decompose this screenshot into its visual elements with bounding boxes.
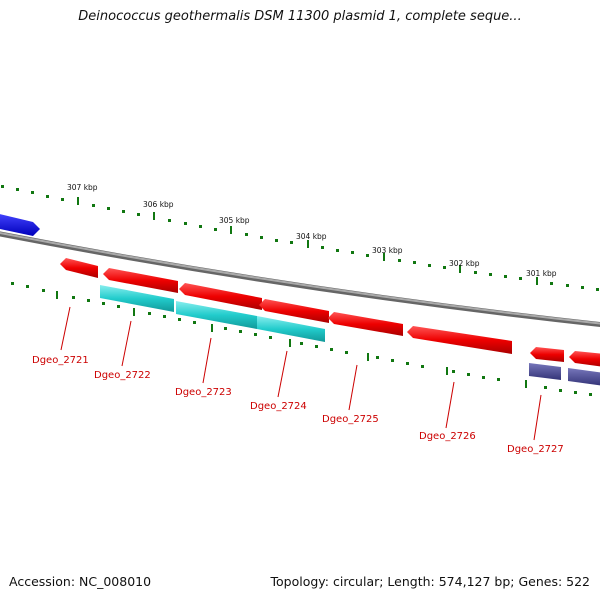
red-gene-features: [60, 258, 600, 367]
inner-major-ticks: [56, 291, 527, 388]
inner-dots: [11, 282, 592, 396]
kbp-label-301: 301 kbp: [526, 269, 557, 278]
gene-arrow-dgeo-2722[interactable]: [103, 268, 178, 293]
outer-scale-track: 307 kbp 306 kbp 305 kbp 304 kbp 303 kbp …: [1, 183, 599, 291]
cds-feature-dgeo-2724[interactable]: [257, 316, 325, 342]
cds-feature-dgeo-2727[interactable]: [529, 363, 561, 380]
gene-arrow-dgeo-2724[interactable]: [259, 299, 329, 323]
kbp-label-305: 305 kbp: [219, 216, 250, 225]
gene-arrow-dgeo-2726[interactable]: [407, 326, 512, 354]
gene-label-dgeo-2724[interactable]: Dgeo_2724: [250, 401, 307, 412]
kbp-label-307: 307 kbp: [67, 183, 98, 192]
gene-arrow-dgeo-2721[interactable]: [60, 258, 98, 278]
gene-arrow-next[interactable]: [569, 351, 600, 367]
label-leader-lines: [60, 306, 542, 441]
outer-dots: [1, 185, 599, 291]
gene-label-dgeo-2727[interactable]: Dgeo_2727: [507, 444, 564, 455]
kbp-label-303: 303 kbp: [372, 246, 403, 255]
gene-label-dgeo-2721[interactable]: Dgeo_2721: [32, 355, 89, 366]
gene-arrow-dgeo-2723[interactable]: [179, 283, 262, 310]
cds-feature-next[interactable]: [568, 368, 600, 386]
map-title: Deinococcus geothermalis DSM 11300 plasm…: [78, 9, 522, 24]
kbp-labels: 307 kbp 306 kbp 305 kbp 304 kbp 303 kbp …: [67, 183, 557, 278]
gene-label-dgeo-2726[interactable]: Dgeo_2726: [419, 431, 476, 442]
gene-label-dgeo-2723[interactable]: Dgeo_2723: [175, 387, 232, 398]
gene-label-dgeo-2722[interactable]: Dgeo_2722: [94, 370, 151, 381]
kbp-label-304: 304 kbp: [296, 232, 327, 241]
accession-text: Accession: NC_008010: [9, 574, 152, 589]
cds-feature-dgeo-2722[interactable]: [100, 285, 174, 312]
kbp-label-306: 306 kbp: [143, 200, 174, 209]
cyan-features: [100, 285, 325, 342]
cds-feature-dgeo-2723[interactable]: [176, 301, 257, 329]
inner-scale-track: [11, 282, 592, 396]
gene-label-dgeo-2725[interactable]: Dgeo_2725: [322, 414, 379, 425]
outer-major-ticks: [77, 197, 538, 285]
gene-arrow-dgeo-2727[interactable]: [530, 347, 564, 362]
topology-summary-text: Topology: circular; Length: 574,127 bp; …: [270, 574, 591, 589]
plasmid-backbone: [0, 231, 600, 327]
gene-arrow-dgeo-2725[interactable]: [328, 312, 403, 336]
blue-gene-feature[interactable]: [0, 213, 40, 236]
kbp-label-302: 302 kbp: [449, 259, 480, 268]
purple-features: [529, 363, 600, 386]
